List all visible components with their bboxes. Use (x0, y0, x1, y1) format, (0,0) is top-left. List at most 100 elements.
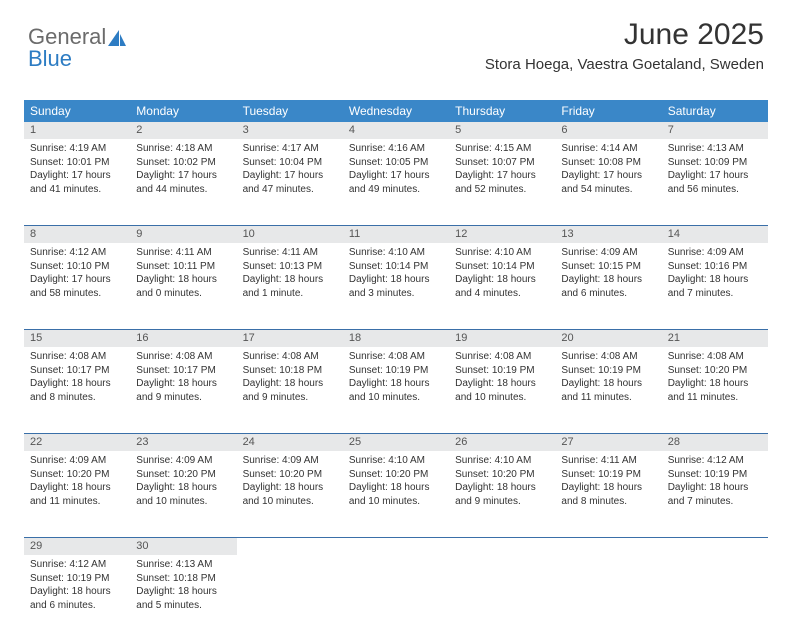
day-number (237, 538, 343, 555)
sunrise-line: Sunrise: 4:10 AM (349, 246, 443, 260)
daylight-line-2: and 56 minutes. (668, 183, 762, 197)
daylight-line-1: Daylight: 18 hours (136, 377, 230, 391)
day-cell (343, 555, 449, 641)
day-header: Friday (555, 100, 661, 122)
daylight-line-1: Daylight: 18 hours (668, 377, 762, 391)
day-cell: Sunrise: 4:10 AMSunset: 10:20 PMDaylight… (449, 451, 555, 537)
sunrise-line: Sunrise: 4:15 AM (455, 142, 549, 156)
day-number: 11 (343, 226, 449, 243)
daylight-line-1: Daylight: 18 hours (136, 273, 230, 287)
day-cell: Sunrise: 4:13 AMSunset: 10:18 PMDaylight… (130, 555, 236, 641)
logo: General Blue (28, 26, 126, 70)
daylight-line-2: and 49 minutes. (349, 183, 443, 197)
daynum-row: 2930 (24, 538, 768, 555)
sunrise-line: Sunrise: 4:08 AM (455, 350, 549, 364)
day-cell: Sunrise: 4:10 AMSunset: 10:14 PMDaylight… (343, 243, 449, 329)
daylight-line-1: Daylight: 17 hours (30, 273, 124, 287)
day-number: 14 (662, 226, 768, 243)
sunset-line: Sunset: 10:18 PM (243, 364, 337, 378)
daylight-line-2: and 52 minutes. (455, 183, 549, 197)
sunset-line: Sunset: 10:18 PM (136, 572, 230, 586)
day-cell: Sunrise: 4:08 AMSunset: 10:19 PMDaylight… (555, 347, 661, 433)
daylight-line-2: and 41 minutes. (30, 183, 124, 197)
daylight-line-1: Daylight: 18 hours (455, 273, 549, 287)
daylight-line-1: Daylight: 18 hours (243, 377, 337, 391)
sunrise-line: Sunrise: 4:09 AM (668, 246, 762, 260)
daynum-row: 891011121314 (24, 226, 768, 243)
sunrise-line: Sunrise: 4:08 AM (561, 350, 655, 364)
sunrise-line: Sunrise: 4:09 AM (561, 246, 655, 260)
sunrise-line: Sunrise: 4:08 AM (668, 350, 762, 364)
sunrise-line: Sunrise: 4:19 AM (30, 142, 124, 156)
sunset-line: Sunset: 10:20 PM (668, 364, 762, 378)
day-number: 12 (449, 226, 555, 243)
day-number: 26 (449, 434, 555, 451)
daynum-row: 1234567 (24, 122, 768, 139)
daylight-line-1: Daylight: 18 hours (455, 377, 549, 391)
daylight-line-1: Daylight: 17 hours (561, 169, 655, 183)
daylight-line-2: and 44 minutes. (136, 183, 230, 197)
logo-sail-icon (108, 30, 126, 46)
cells-row: Sunrise: 4:12 AMSunset: 10:19 PMDaylight… (24, 555, 768, 641)
daylight-line-2: and 8 minutes. (561, 495, 655, 509)
sunset-line: Sunset: 10:20 PM (349, 468, 443, 482)
sunset-line: Sunset: 10:09 PM (668, 156, 762, 170)
day-number: 2 (130, 122, 236, 139)
daylight-line-1: Daylight: 18 hours (349, 481, 443, 495)
daylight-line-1: Daylight: 18 hours (349, 273, 443, 287)
week: 22232425262728Sunrise: 4:09 AMSunset: 10… (24, 434, 768, 538)
day-number: 21 (662, 330, 768, 347)
daylight-line-2: and 5 minutes. (136, 599, 230, 613)
day-number: 25 (343, 434, 449, 451)
daylight-line-2: and 58 minutes. (30, 287, 124, 301)
daylight-line-2: and 6 minutes. (561, 287, 655, 301)
sunset-line: Sunset: 10:20 PM (243, 468, 337, 482)
daylight-line-2: and 11 minutes. (668, 391, 762, 405)
day-cell: Sunrise: 4:09 AMSunset: 10:16 PMDaylight… (662, 243, 768, 329)
day-number: 16 (130, 330, 236, 347)
cells-row: Sunrise: 4:19 AMSunset: 10:01 PM Daylight… (24, 139, 768, 225)
day-cell: Sunrise: 4:12 AMSunset: 10:19 PMDaylight… (24, 555, 130, 641)
daylight-line-1: Daylight: 18 hours (243, 481, 337, 495)
sunrise-line: Sunrise: 4:10 AM (455, 454, 549, 468)
sunrise-line: Sunrise: 4:09 AM (136, 454, 230, 468)
daylight-line-1: Daylight: 17 hours (455, 169, 549, 183)
day-cell: Sunrise: 4:08 AMSunset: 10:18 PMDaylight… (237, 347, 343, 433)
sunset-line: Sunset: 10:19 PM (349, 364, 443, 378)
daylight-line-1: Daylight: 18 hours (136, 481, 230, 495)
daylight-line-1: Daylight: 18 hours (136, 585, 230, 599)
day-cell: Sunrise: 4:11 AMSunset: 10:13 PMDaylight… (237, 243, 343, 329)
cells-row: Sunrise: 4:12 AMSunset: 10:10 PMDaylight… (24, 243, 768, 329)
page-title: June 2025 (485, 18, 764, 52)
day-cell: Sunrise: 4:08 AMSunset: 10:19 PMDaylight… (343, 347, 449, 433)
sunset-line: Sunset: 10:19 PM (455, 364, 549, 378)
day-number: 18 (343, 330, 449, 347)
sunrise-line: Sunrise: 4:09 AM (30, 454, 124, 468)
day-number (662, 538, 768, 555)
daylight-line-1: Daylight: 18 hours (349, 377, 443, 391)
day-cell: Sunrise: 4:08 AMSunset: 10:19 PMDaylight… (449, 347, 555, 433)
day-number: 24 (237, 434, 343, 451)
sunset-line: Sunset: 10:01 PM (30, 156, 124, 170)
sunrise-line: Sunrise: 4:12 AM (30, 558, 124, 572)
sunset-line: Sunset: 10:16 PM (668, 260, 762, 274)
daylight-line-2: and 9 minutes. (455, 495, 549, 509)
day-number (555, 538, 661, 555)
day-cell: Sunrise: 4:18 AMSunset: 10:02 PMDaylight… (130, 139, 236, 225)
day-number: 4 (343, 122, 449, 139)
day-cell: Sunrise: 4:19 AMSunset: 10:01 PMDaylight… (24, 139, 130, 225)
day-header: Thursday (449, 100, 555, 122)
sunset-line: Sunset: 10:20 PM (455, 468, 549, 482)
day-number: 9 (130, 226, 236, 243)
day-number: 20 (555, 330, 661, 347)
sunrise-line: Sunrise: 4:16 AM (349, 142, 443, 156)
day-number: 19 (449, 330, 555, 347)
daylight-line-1: Daylight: 17 hours (668, 169, 762, 183)
daylight-line-2: and 8 minutes. (30, 391, 124, 405)
sunset-line: Sunset: 10:10 PM (30, 260, 124, 274)
sunrise-line: Sunrise: 4:17 AM (243, 142, 337, 156)
sunrise-line: Sunrise: 4:18 AM (136, 142, 230, 156)
sunrise-line: Sunrise: 4:10 AM (349, 454, 443, 468)
day-number: 10 (237, 226, 343, 243)
day-cell: Sunrise: 4:13 AMSunset: 10:09 PMDaylight… (662, 139, 768, 225)
